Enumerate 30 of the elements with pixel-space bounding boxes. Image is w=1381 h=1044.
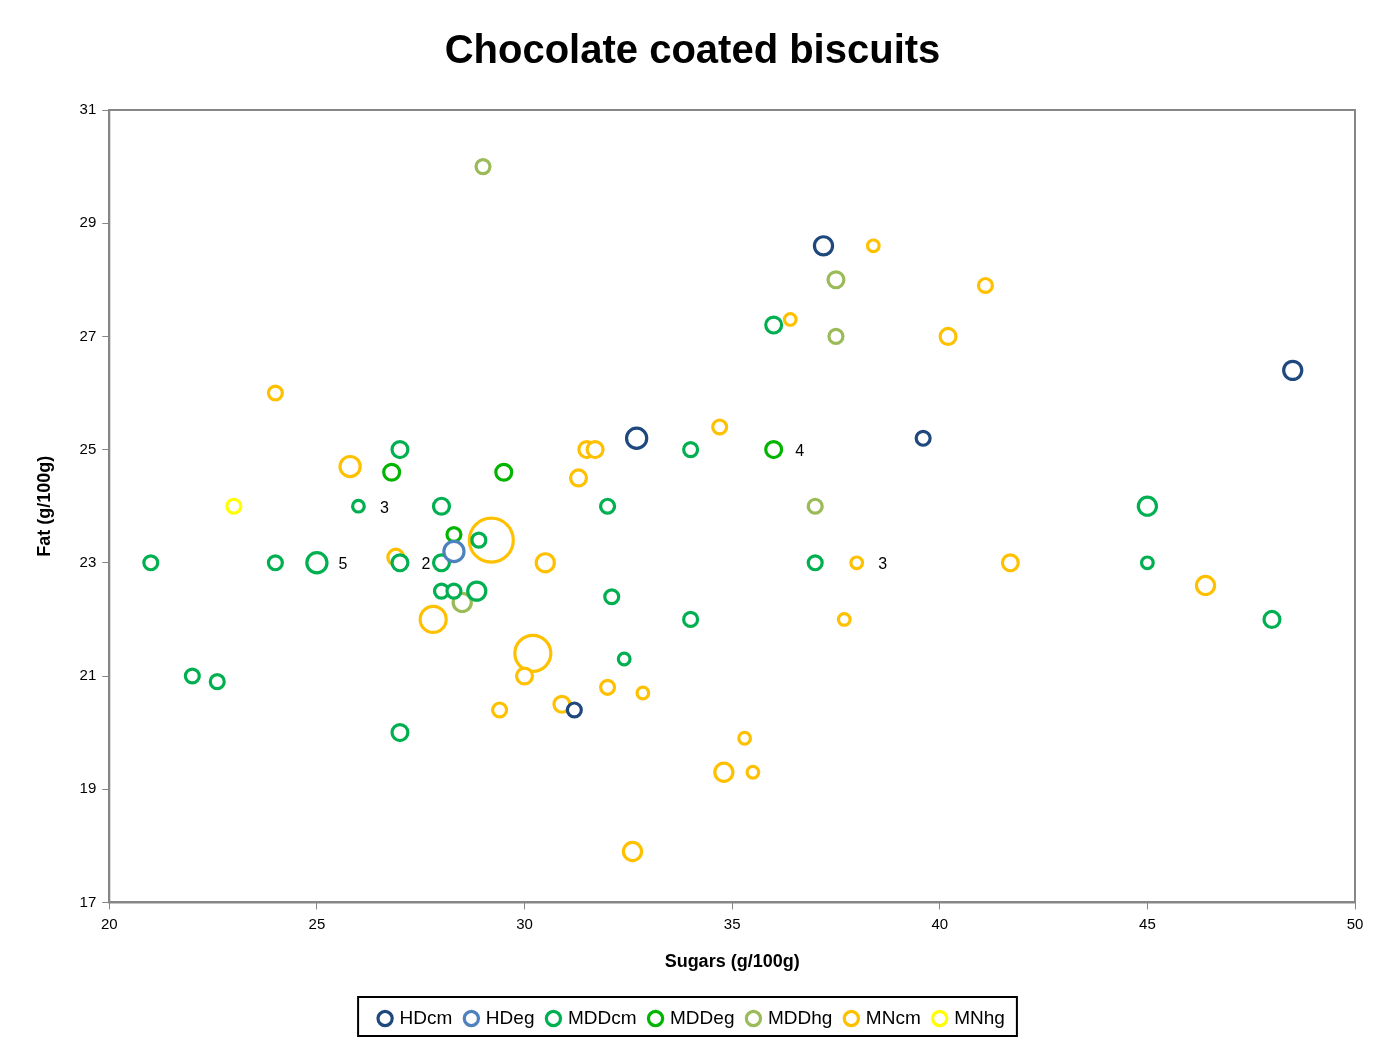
y-tick-label: 21 — [79, 666, 97, 684]
chart-title: Chocolate coated biscuits — [444, 27, 941, 72]
y-tick-label: 31 — [79, 100, 97, 118]
y-tick-label: 29 — [79, 213, 97, 231]
annotation: 3 — [878, 555, 888, 573]
legend-label: MNcm — [865, 1006, 921, 1028]
x-tick-label: 35 — [723, 914, 741, 932]
y-tick-label: 17 — [79, 892, 97, 910]
x-tick-label: 45 — [1139, 914, 1156, 932]
annotation: 5 — [338, 555, 348, 573]
x-tick-label: 30 — [516, 914, 533, 932]
annotation: 2 — [421, 555, 431, 573]
x-tick-label: 20 — [100, 914, 118, 932]
legend-label: HDcm — [399, 1006, 453, 1028]
legend-label: MDDeg — [670, 1006, 735, 1028]
y-tick-label: 23 — [79, 552, 97, 570]
y-tick-label: 27 — [79, 326, 97, 344]
y-tick-label: 25 — [79, 439, 97, 457]
legend-label: MDDhg — [767, 1006, 833, 1028]
x-tick-label: 40 — [931, 914, 949, 932]
x-tick-label: 25 — [308, 914, 326, 932]
legend-label: HDeg — [485, 1006, 535, 1028]
annotation: 4 — [795, 442, 805, 460]
x-axis-title: Sugars (g/100g) — [664, 951, 800, 972]
y-axis-title: Fat (g/100g) — [33, 455, 54, 557]
legend-label: MNhg — [954, 1006, 1005, 1028]
annotation: 3 — [379, 498, 389, 516]
legend-label: MDDcm — [567, 1006, 637, 1028]
x-tick-label: 50 — [1346, 914, 1364, 932]
y-tick-label: 19 — [79, 779, 97, 797]
